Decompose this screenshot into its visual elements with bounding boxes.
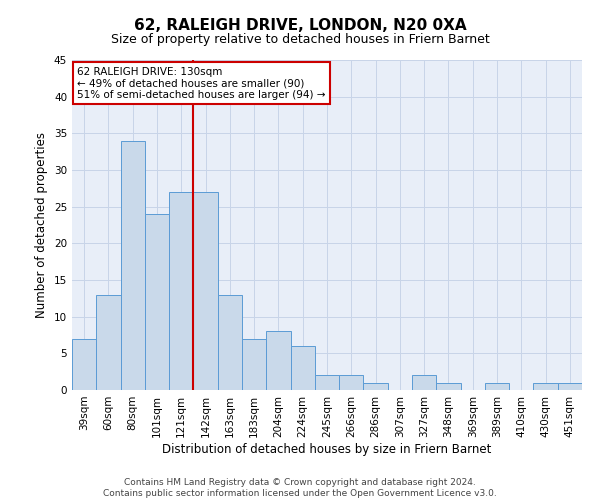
Bar [339,376,364,390]
Bar [242,338,266,390]
Bar [145,214,169,390]
X-axis label: Distribution of detached houses by size in Friern Barnet: Distribution of detached houses by size … [163,442,491,456]
Bar [364,382,388,390]
Bar [412,376,436,390]
Text: Contains HM Land Registry data © Crown copyright and database right 2024.
Contai: Contains HM Land Registry data © Crown c… [103,478,497,498]
Bar [169,192,193,390]
Bar [266,332,290,390]
Bar [436,382,461,390]
Bar [558,382,582,390]
Bar [193,192,218,390]
Bar [533,382,558,390]
Bar [315,376,339,390]
Bar [72,338,96,390]
Bar [290,346,315,390]
Bar [96,294,121,390]
Text: 62, RALEIGH DRIVE, LONDON, N20 0XA: 62, RALEIGH DRIVE, LONDON, N20 0XA [134,18,466,32]
Y-axis label: Number of detached properties: Number of detached properties [35,132,49,318]
Bar [485,382,509,390]
Bar [121,140,145,390]
Bar [218,294,242,390]
Text: 62 RALEIGH DRIVE: 130sqm
← 49% of detached houses are smaller (90)
51% of semi-d: 62 RALEIGH DRIVE: 130sqm ← 49% of detach… [77,66,326,100]
Text: Size of property relative to detached houses in Friern Barnet: Size of property relative to detached ho… [110,32,490,46]
